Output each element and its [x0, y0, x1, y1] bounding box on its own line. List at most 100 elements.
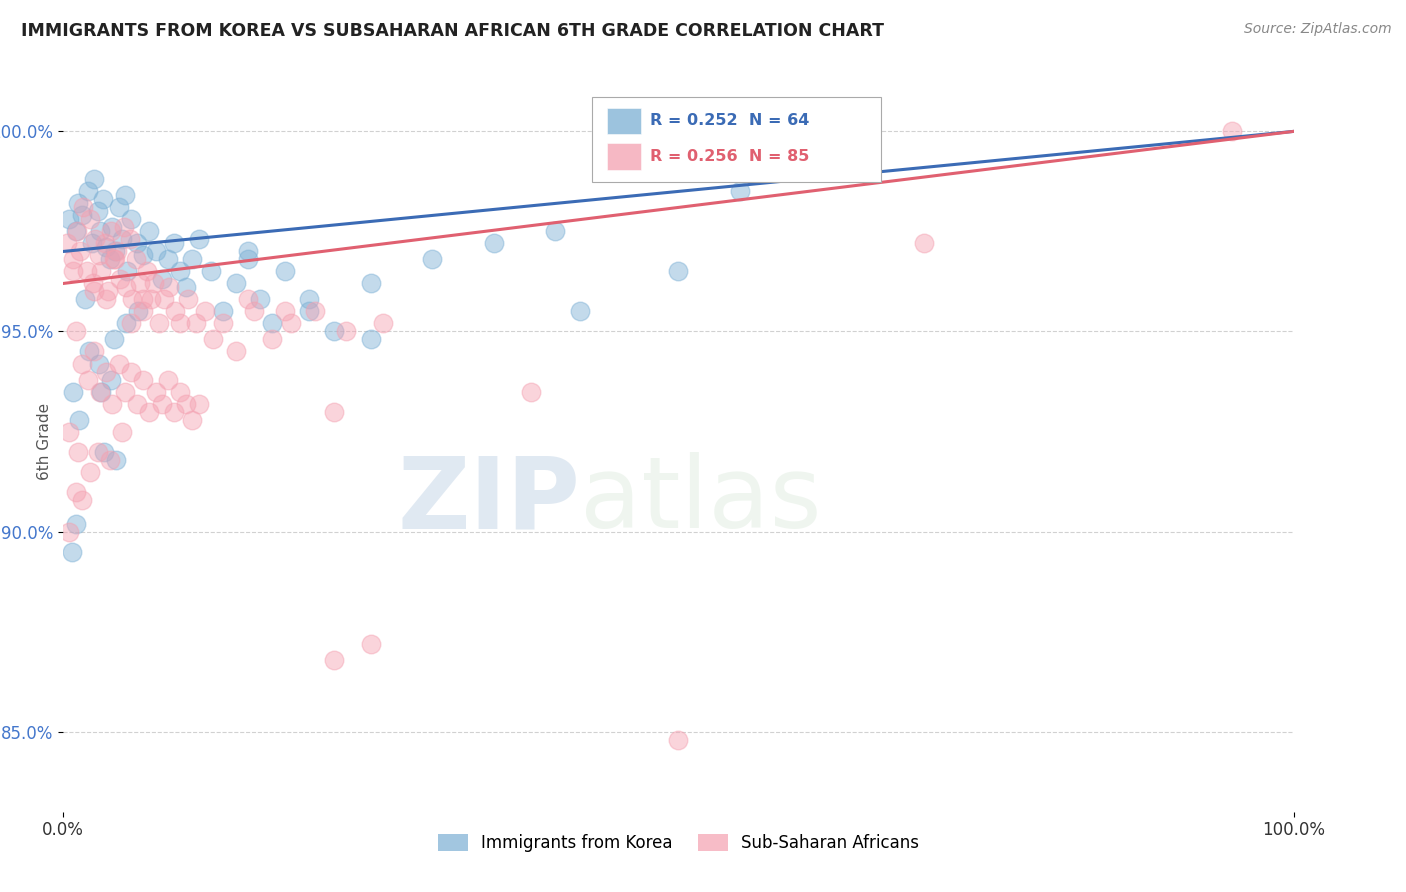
- Point: [67, 196, 90, 211]
- Point: [58, 524, 80, 539]
- Point: [273, 304, 295, 318]
- Point: [225, 344, 247, 359]
- Point: [93, 444, 115, 458]
- Point: [69, 244, 91, 259]
- Point: [145, 384, 167, 399]
- Text: ZIP: ZIP: [396, 452, 579, 549]
- Point: [98, 252, 121, 267]
- Point: [107, 357, 129, 371]
- Point: [86, 444, 108, 458]
- Point: [83, 285, 105, 299]
- Point: [128, 277, 150, 291]
- Point: [83, 172, 105, 186]
- Point: [323, 653, 346, 667]
- Point: [120, 317, 142, 331]
- Point: [79, 212, 101, 227]
- Point: [298, 293, 321, 307]
- Point: [176, 293, 198, 307]
- Point: [118, 232, 141, 246]
- Point: [132, 304, 155, 318]
- Point: [138, 404, 160, 418]
- Point: [111, 425, 134, 439]
- Point: [98, 452, 121, 467]
- Point: [482, 236, 505, 251]
- Text: R = 0.256  N = 85: R = 0.256 N = 85: [650, 149, 810, 164]
- Point: [145, 244, 167, 259]
- Point: [169, 317, 191, 331]
- Point: [80, 236, 103, 251]
- Legend: Immigrants from Korea, Sub-Saharan Africans: Immigrants from Korea, Sub-Saharan Afric…: [432, 828, 925, 859]
- Point: [153, 293, 176, 307]
- Point: [76, 185, 98, 199]
- Point: [544, 224, 567, 238]
- Y-axis label: 6th Grade: 6th Grade: [37, 403, 52, 480]
- Point: [568, 304, 592, 318]
- Point: [249, 293, 271, 307]
- Point: [666, 732, 689, 747]
- Point: [70, 357, 93, 371]
- Point: [83, 344, 105, 359]
- Point: [60, 544, 83, 558]
- Point: [105, 452, 128, 467]
- Point: [112, 220, 135, 235]
- Point: [77, 344, 100, 359]
- Point: [101, 220, 124, 235]
- Point: [520, 384, 543, 399]
- Point: [76, 264, 98, 278]
- Point: [65, 224, 87, 238]
- Point: [72, 201, 94, 215]
- Point: [143, 277, 166, 291]
- Point: [243, 304, 266, 318]
- Point: [132, 293, 155, 307]
- Point: [120, 364, 142, 378]
- Point: [200, 264, 222, 278]
- Text: Source: ZipAtlas.com: Source: ZipAtlas.com: [1244, 22, 1392, 37]
- Point: [90, 264, 112, 278]
- Point: [56, 236, 79, 251]
- Point: [852, 156, 875, 170]
- Point: [212, 304, 235, 318]
- Point: [225, 277, 247, 291]
- Point: [262, 333, 284, 347]
- Point: [127, 236, 148, 251]
- Point: [101, 396, 124, 410]
- Point: [148, 317, 170, 331]
- Point: [262, 317, 284, 331]
- Point: [94, 236, 117, 251]
- Point: [58, 425, 80, 439]
- Point: [304, 304, 326, 318]
- Point: [139, 293, 162, 307]
- FancyBboxPatch shape: [607, 144, 641, 169]
- Point: [62, 252, 84, 267]
- Text: atlas: atlas: [579, 452, 821, 549]
- Point: [76, 372, 98, 386]
- Point: [236, 293, 259, 307]
- Point: [156, 252, 179, 267]
- Point: [187, 232, 209, 246]
- Point: [103, 333, 125, 347]
- Point: [127, 396, 148, 410]
- Point: [121, 293, 143, 307]
- Point: [212, 317, 235, 331]
- Point: [1220, 124, 1243, 138]
- Point: [67, 412, 90, 426]
- Point: [100, 372, 122, 386]
- Point: [666, 264, 689, 278]
- Point: [104, 252, 127, 267]
- Point: [132, 372, 155, 386]
- Point: [89, 224, 111, 238]
- Point: [422, 252, 444, 267]
- Point: [132, 248, 155, 262]
- Point: [165, 304, 187, 318]
- Point: [96, 293, 118, 307]
- Point: [96, 364, 118, 378]
- Point: [335, 325, 357, 339]
- Point: [115, 264, 138, 278]
- Point: [174, 280, 197, 294]
- Point: [371, 317, 394, 331]
- Text: IMMIGRANTS FROM KOREA VS SUBSAHARAN AFRICAN 6TH GRADE CORRELATION CHART: IMMIGRANTS FROM KOREA VS SUBSAHARAN AFRI…: [21, 22, 884, 40]
- Point: [163, 404, 186, 418]
- Point: [914, 236, 936, 251]
- Point: [236, 244, 259, 259]
- Point: [150, 396, 173, 410]
